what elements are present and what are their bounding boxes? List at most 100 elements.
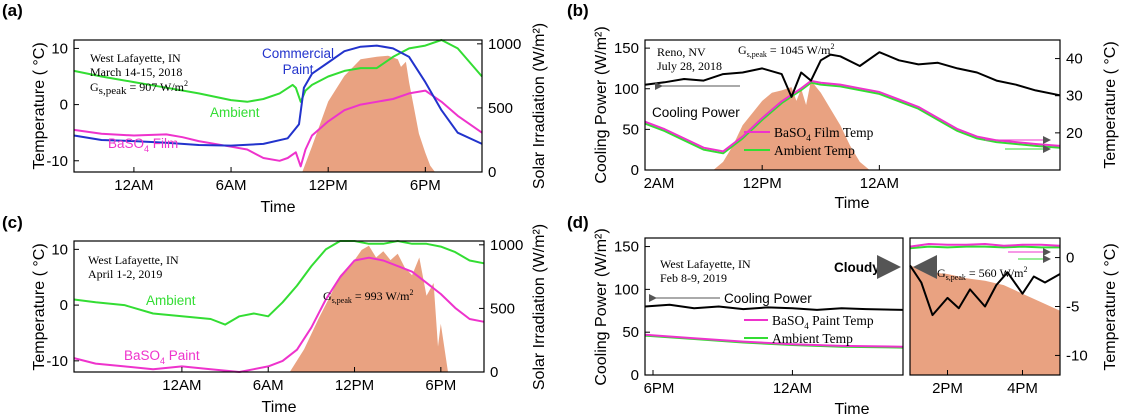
tick-label: 0 xyxy=(488,164,496,181)
location-annotation: West Lafayette, IN xyxy=(90,51,181,65)
tick-label: 2PM xyxy=(932,380,963,397)
ambient-temp-legend: Ambient Temp xyxy=(774,143,855,158)
baso4-paint-series-label: BaSO4 Paint xyxy=(124,348,200,366)
y2-axis-title: Temperature ( °C) xyxy=(1102,41,1119,168)
y2-axis-title: Temperature ( °C) xyxy=(1102,243,1119,370)
tick-label: 1000 xyxy=(488,36,521,53)
x-axis-title: Time xyxy=(261,199,296,216)
baso4-film-line xyxy=(73,89,483,168)
x-axis-title: Time xyxy=(835,401,870,418)
tick-label: 12PM xyxy=(309,177,348,194)
panel-a-label: (a) xyxy=(2,1,23,20)
tick-label: 2AM xyxy=(644,175,675,192)
tick-label: 40 xyxy=(1066,51,1083,68)
solar-area xyxy=(74,55,482,172)
date-annotation: July 28, 2018 xyxy=(657,59,722,73)
plot-frame-left xyxy=(644,237,904,376)
tick-label: 30 xyxy=(1066,88,1083,105)
ambient-temp-legend: Ambient Temp xyxy=(772,331,853,346)
tick-label: 4PM xyxy=(1007,380,1038,397)
solar-irradiation-area xyxy=(74,245,484,372)
tick-label: 1000 xyxy=(490,237,523,254)
plot-frame xyxy=(73,39,483,173)
y2-axis-title: Solar Irradiation (W/m²) xyxy=(531,224,548,390)
baso4-film-temp-legend: BaSO4 Film Temp xyxy=(774,125,874,143)
cooling-power-line xyxy=(644,303,904,311)
panel-c: (c) 12AM 6AM 12PM 6PM -10 0 10 0 500 1000 Tempera… xyxy=(2,213,548,416)
baso4-film-series-label: BaSO4 Film xyxy=(108,136,178,154)
tick-label: 0 xyxy=(60,297,68,314)
tick-label: -10 xyxy=(46,153,68,170)
tick-label: 6PM xyxy=(410,177,441,194)
date-annotation: April 1-2, 2019 xyxy=(88,267,162,281)
tick-label: 500 xyxy=(488,100,513,117)
tick-label: 12AM xyxy=(860,175,899,192)
y2-axis-title: Solar Irradiation (W/m²) xyxy=(531,23,548,189)
cooling-power-right-line xyxy=(909,264,1061,317)
tick-label: 50 xyxy=(622,121,639,138)
solar-area xyxy=(74,245,484,372)
tick-label: 0 xyxy=(1066,250,1074,267)
peak-annotation: Gs,peak = 1045 W/m2 xyxy=(738,42,834,59)
tick-label: 150 xyxy=(614,239,639,256)
panel-c-label: (c) xyxy=(2,213,23,232)
panel-d-label: (d) xyxy=(567,213,589,232)
date-annotation: Feb 8-9, 2019 xyxy=(660,271,727,285)
tick-label: 6PM xyxy=(425,377,456,394)
ambient-temp-line xyxy=(644,81,1061,155)
panel-b-label: (b) xyxy=(567,1,589,20)
baso4-paint-temp-right-line xyxy=(909,243,1061,248)
tick-label: 10 xyxy=(51,241,68,258)
baso4-film-temp-line xyxy=(644,79,1061,153)
tick-label: -10 xyxy=(46,353,68,370)
y-axis-title: Temperature ( °C) xyxy=(31,243,48,370)
ambient-line xyxy=(73,240,485,326)
cloudy-annotation: Cloudy xyxy=(834,260,880,275)
tick-label: 500 xyxy=(490,300,515,317)
plot-frame xyxy=(73,240,485,373)
location-annotation: West Lafayette, IN xyxy=(88,253,179,267)
tick-label: 12AM xyxy=(114,177,153,194)
solar-irradiation-area xyxy=(74,55,482,172)
tick-label: 100 xyxy=(614,81,639,98)
y-axis-title: Cooling Power (W/m²) xyxy=(593,26,610,183)
solar-irradiation-area xyxy=(910,265,1060,375)
location-annotation: West Lafayette, IN xyxy=(660,257,751,271)
peak-annotation: Gs,peak = 907 W/m2 xyxy=(90,79,188,97)
cooling-power-series-label: Cooling Power xyxy=(652,105,740,120)
y-axis-title: Cooling Power (W/m²) xyxy=(593,228,610,385)
x-axis-title: Time xyxy=(835,195,870,212)
tick-label: 6PM xyxy=(644,380,675,397)
panel-d: (d) 6PM 12AM 2PM 4PM 0 50 100 150 0 -5 -10 Cooling… xyxy=(567,213,1119,418)
tick-label: 12PM xyxy=(743,175,782,192)
tick-label: 12PM xyxy=(335,377,374,394)
tick-label: -10 xyxy=(1066,347,1088,364)
tick-label: -5 xyxy=(1066,299,1079,316)
tick-label: 0 xyxy=(60,97,68,114)
tick-label: 150 xyxy=(614,40,639,57)
solar-area xyxy=(910,265,1060,375)
ambient-series-label: Ambient xyxy=(146,293,196,308)
tick-label: 12AM xyxy=(773,380,812,397)
tick-label: 0 xyxy=(631,162,639,179)
commercial-paint-line xyxy=(73,44,483,147)
tick-label: 0 xyxy=(490,364,498,381)
tick-label: 20 xyxy=(1066,125,1083,142)
baso4-paint-line xyxy=(73,256,485,373)
tick-label: 50 xyxy=(622,324,639,341)
cooling-power-series-label: Cooling Power xyxy=(724,291,812,306)
baso4-paint-temp-legend: BaSO4 Paint Temp xyxy=(772,313,874,331)
y-axis-title: Temperature ( °C) xyxy=(31,42,48,169)
cooling-power-line xyxy=(644,51,1061,98)
tick-label: 12AM xyxy=(162,377,201,394)
solar-area xyxy=(645,80,1060,170)
solar-irradiation-area xyxy=(645,80,1060,170)
peak-annotation: Gs,peak = 993 W/m2 xyxy=(323,288,413,305)
plot-frame xyxy=(644,39,1061,171)
peak-annotation: Gs,peak = 560 W/m2 xyxy=(937,265,1027,282)
tick-label: 100 xyxy=(614,281,639,298)
tick-label: 0 xyxy=(631,367,639,384)
x-axis-title: Time xyxy=(262,399,297,416)
tick-label: 6AM xyxy=(216,177,247,194)
ambient-temp-right-line xyxy=(909,245,1060,250)
